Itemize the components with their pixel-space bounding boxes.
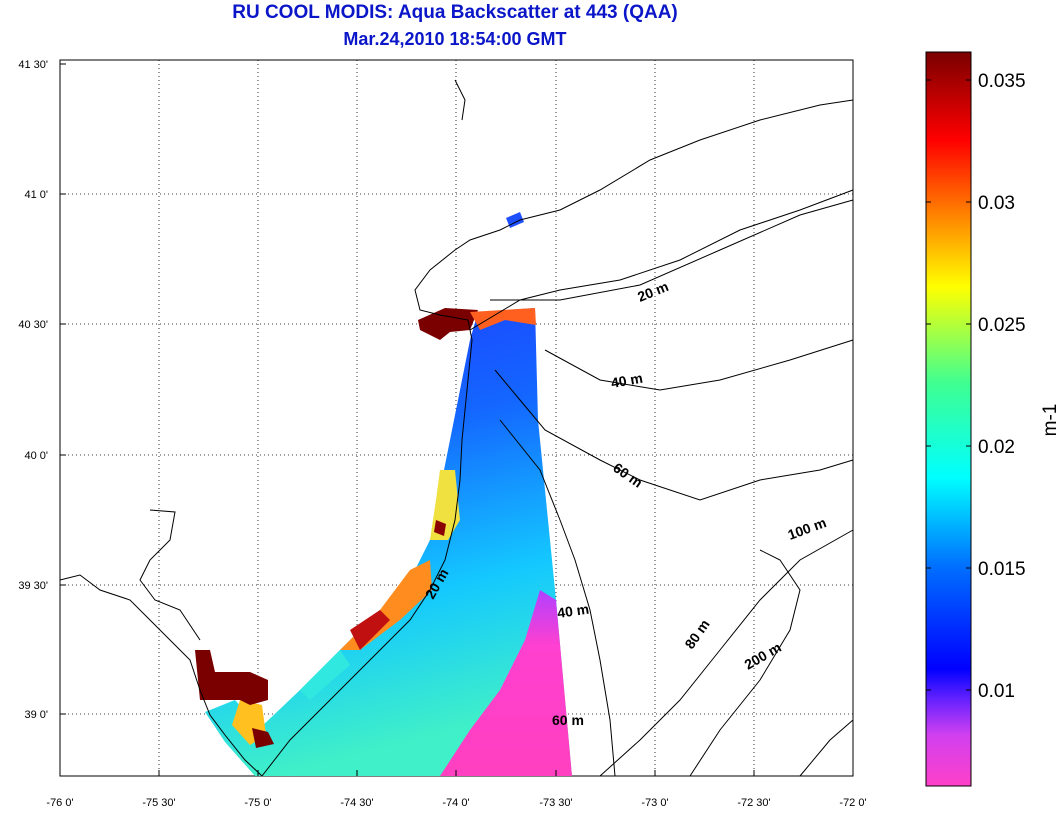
plume-region [205, 308, 572, 776]
x-tick-labels: -76 0' -75 30' -75 0' -74 30' -74 0' -73… [46, 797, 866, 809]
y-tick-label: 40 0' [24, 450, 48, 462]
colorbar: 0.035 0.03 0.025 0.02 0.015 0.01 m-1 [925, 51, 1061, 787]
x-tick-label: -73 0' [641, 797, 668, 809]
colorbar-label: 0.015 [978, 559, 1026, 580]
colorbar-gradient-bar [925, 51, 972, 787]
map-timestamp: Mar.24,2010 18:54:00 GMT [343, 29, 567, 49]
x-tick-label: -73 30' [539, 797, 572, 809]
x-tick-label: -76 0' [46, 797, 73, 809]
colorbar-label: 0.02 [978, 437, 1015, 458]
y-tick-label: 41 0' [24, 189, 48, 201]
y-tick-label: 39 0' [24, 709, 48, 721]
colorbar-label: 0.035 [978, 71, 1026, 92]
x-tick-label: -75 0' [244, 797, 271, 809]
backscatter-swath [195, 212, 572, 776]
x-tick-label: -72 0' [839, 797, 866, 809]
y-tick-label: 41 30' [18, 59, 48, 71]
low-backscatter-region [440, 590, 572, 776]
x-tick-label: -74 0' [442, 797, 469, 809]
y-tick-labels: 41 30' 41 0' 40 30' 40 0' 39 30' 39 0' [18, 59, 48, 721]
x-tick-label: -72 30' [737, 797, 770, 809]
y-tick-label: 39 30' [18, 580, 48, 592]
delaware-bay-high [195, 650, 268, 705]
colorbar-label: 0.03 [978, 193, 1015, 214]
colorbar-label: 0.025 [978, 315, 1026, 336]
y-tick-label: 40 30' [18, 319, 48, 331]
isobath-label: 40 m [556, 601, 590, 621]
colorbar-unit: m-1 [1040, 404, 1061, 437]
map-title: RU COOL MODIS: Aqua Backscatter at 443 (… [232, 2, 678, 23]
x-tick-label: -74 30' [340, 797, 373, 809]
isobath-label: 40 m [610, 370, 644, 391]
x-tick-label: -75 30' [142, 797, 175, 809]
raritan-bay-high [418, 308, 478, 340]
coastlines [59, 79, 854, 777]
colorbar-label: 0.01 [978, 681, 1015, 702]
tick-marks [59, 63, 854, 776]
isobath-label: 60 m [552, 712, 584, 728]
